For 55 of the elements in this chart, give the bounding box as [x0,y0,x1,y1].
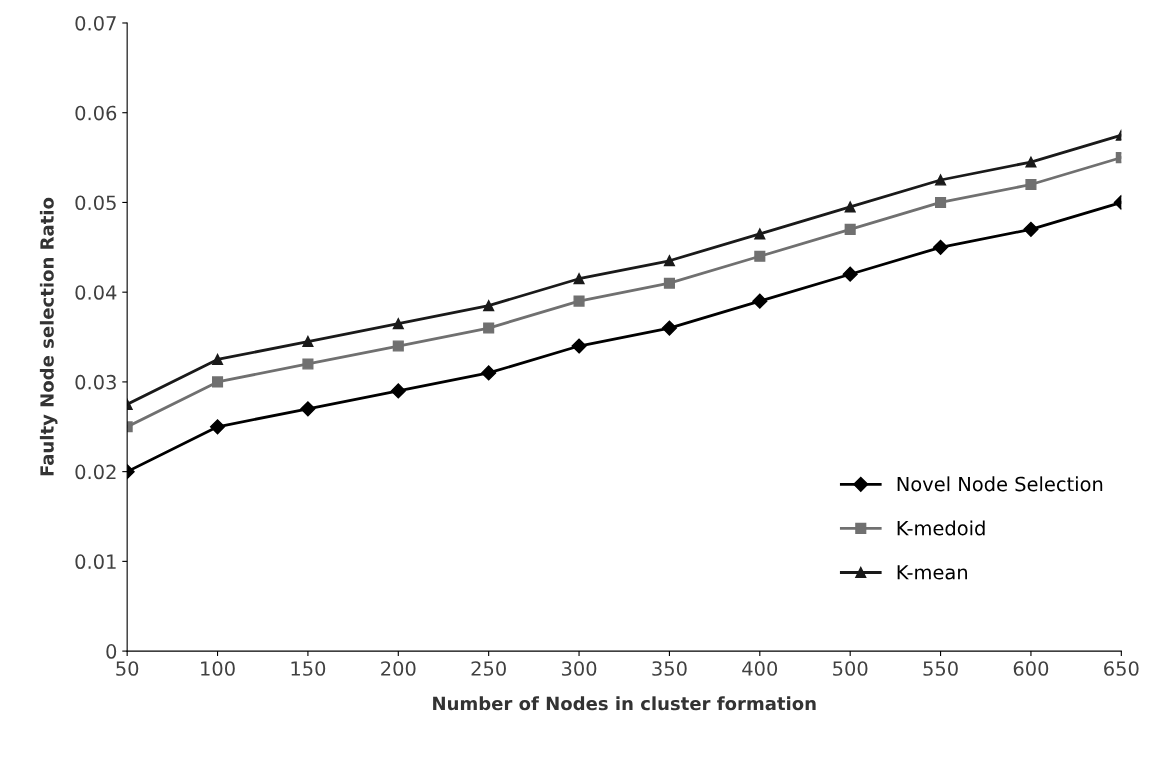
y-tick-label: 0.01 [75,554,116,570]
x-axis-title: Number of Nodes in cluster formation [433,696,816,711]
y-tick-label: 0.03 [75,374,116,390]
point [932,239,949,255]
point [1023,221,1039,237]
point [935,174,947,186]
x-tick-label: 100 [201,661,235,676]
point [302,335,314,348]
point [573,295,585,307]
point [481,365,497,381]
point [844,201,856,213]
point [1025,156,1037,168]
point [302,358,314,370]
x-tick-label: 400 [742,661,778,676]
point [392,318,404,330]
point [209,419,226,435]
point [663,277,675,289]
point [752,293,768,309]
point [842,266,858,282]
point [483,300,495,312]
x-tick-label: 200 [381,661,416,676]
point [571,338,587,354]
point [483,322,495,334]
x-tick-label: 300 [561,661,597,676]
y-tick-label: 0.05 [75,195,116,211]
point [300,401,316,417]
x-tick-label: 350 [652,661,687,676]
point [392,340,404,352]
point [211,376,224,388]
point [754,250,766,262]
y-tick-label: 0.06 [75,105,117,121]
x-tick-label: 600 [1013,661,1049,676]
point [661,320,677,336]
point [935,196,947,208]
legend-label: K-mean [897,565,967,580]
x-tick-label: 550 [923,661,958,676]
legend-label: K-medoid [897,520,985,536]
legend-label: Novel Node Selection [897,476,1103,492]
x-tick-label: 150 [291,661,326,676]
point [211,353,224,366]
y-tick-label: 0.04 [75,285,117,300]
y-tick-label: 0.07 [75,15,116,31]
x-tick-label: 500 [833,661,868,676]
x-tick-label: 250 [471,661,506,676]
y-axis-title: Faulty Node selection Ratio [39,197,58,476]
point [390,383,406,399]
x-tick-label: 50 [116,661,139,676]
point [573,273,585,285]
point [844,223,856,235]
y-tick-label: 0.02 [75,464,116,480]
point [663,255,675,267]
point [1025,178,1037,191]
y-tick-label: 0 [106,644,117,659]
point [754,228,766,240]
x-tick-label: 650 [1104,661,1139,676]
